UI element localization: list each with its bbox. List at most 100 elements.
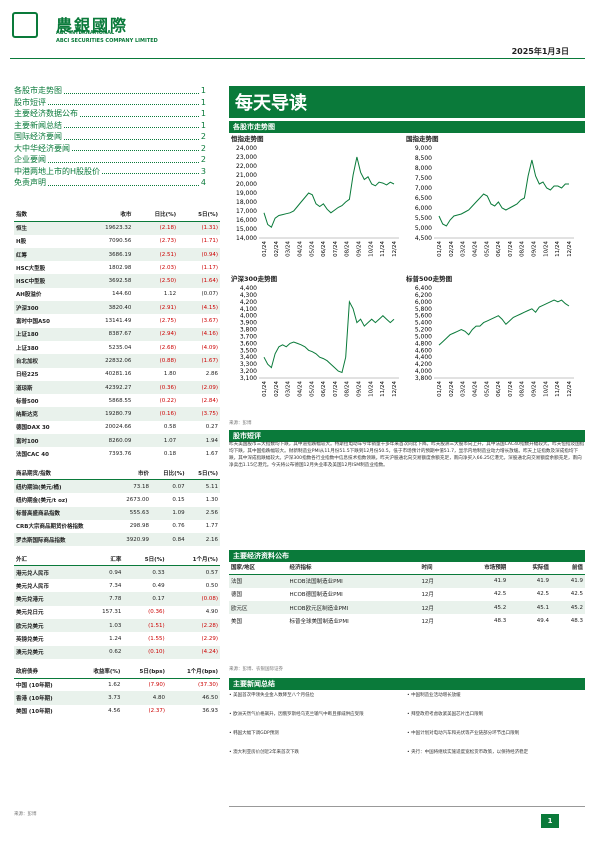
news-item: • 韩国大幅下调GDP预测 [229, 731, 279, 736]
table-row: 美国 标普全球美国制造业PMI 12月 48.3 49.4 48.3 [229, 614, 585, 627]
table-row: 法国 HCOB法国制造业PMI 12月 41.9 41.9 41.9 [229, 574, 585, 588]
toc-item[interactable]: 主要经济数据公布 1 [14, 108, 206, 120]
table-cell: 上证380 [16, 345, 39, 352]
toc-item[interactable]: 国际经济要闻 2 [14, 131, 206, 143]
table-cell: 纽约期金(美元/t oz) [16, 497, 68, 504]
x-tick-label: 05/24 [309, 381, 315, 397]
table-header: 国家/地区 经济指标 时间 市场预期 实际值 前值 [229, 561, 585, 575]
table-cell: 4.56 [108, 708, 121, 715]
table-cell: (2.73) [159, 238, 177, 245]
table-row: HSC大型股 1802.98 (2.03) (1.17) [14, 261, 220, 274]
section-charts-title: 各股市走势图 [229, 121, 585, 133]
x-tick-label: 09/24 [357, 241, 363, 257]
y-tick-label: 3,700 [240, 333, 257, 340]
table-cell: (1.31) [201, 225, 218, 232]
table-cell: 22832.06 [105, 357, 132, 364]
table-cell: 19280.79 [105, 411, 132, 418]
x-tick-label: 05/24 [484, 241, 490, 257]
table-cell: (2.03) [159, 264, 177, 271]
table-cell: 7090.56 [108, 238, 132, 245]
market-tables: 指数 收市 日比(%) 5日(%) 恒生 19623.32 (2.18) (1.31) H股 70… [14, 208, 220, 724]
table-row: H股 7090.56 (2.73) (1.71) [14, 235, 220, 248]
table-cell: (1.71) [201, 238, 218, 245]
econ-data-table: 国家/地区 经济指标 时间 市场预期 实际值 前值 法国 HCOB法国制造业PMI 12月 41.… [229, 561, 585, 627]
table-cell: 41.9 [570, 578, 583, 585]
table-cell: 美元兑港元 [16, 596, 44, 603]
toc-label: 主要经济数据公布 [14, 109, 78, 118]
header-cell: 市价 [138, 471, 150, 478]
table-cell: (0.08) [201, 595, 218, 602]
series-line [438, 159, 569, 227]
table-cell: (3.75) [201, 411, 218, 418]
header-divider [10, 58, 585, 59]
toc-item[interactable]: 大中华经济要闻 2 [14, 143, 206, 155]
table-row: 道琼斯 42392.27 (0.36) (2.09) [14, 380, 220, 395]
table-cell: (2.37) [148, 708, 166, 715]
toc-item[interactable]: 主要新闻总结 1 [14, 120, 206, 132]
x-tick-label: 01/24 [437, 241, 443, 257]
toc-page: 1 [200, 109, 206, 118]
y-tick-label: 3,500 [240, 347, 257, 354]
table-cell: 1.09 [172, 510, 185, 517]
chart-panel: 国指走势图 9,000 8,500 8,000 7,500 7,000 6,500 6,000… [404, 133, 579, 273]
header-cell: 日比(%) [163, 471, 185, 478]
header-cell: 前值 [571, 565, 583, 572]
toc-dots [64, 131, 199, 140]
x-tick-label: 12/24 [392, 381, 398, 397]
table-cell: (2.84) [201, 397, 218, 404]
toc-label: 国际经济要闻 [14, 132, 62, 141]
table-cell: 48.3 [570, 617, 583, 624]
toc-page: 2 [200, 132, 206, 141]
y-tick-label: 4,300 [240, 292, 257, 299]
x-tick-label: 06/24 [496, 241, 502, 257]
y-tick-label: 6,500 [415, 195, 432, 202]
table-row: HSC中型股 3692.58 (2.50) (1.64) [14, 274, 220, 288]
chart-title: 标普500走势图 [406, 275, 453, 283]
y-tick-label: 16,000 [236, 217, 257, 224]
table-cell: 沪深300 [16, 305, 39, 312]
toc-item[interactable]: 各股市走势图 1 [14, 85, 206, 97]
y-tick-label: 4,000 [415, 368, 432, 375]
chart-title: 沪深300走势图 [231, 275, 278, 283]
table-cell: (0.07) [201, 291, 218, 298]
x-tick-label: 10/24 [543, 381, 549, 397]
table-cell: 1.77 [205, 523, 218, 530]
toc-item[interactable]: 股市短评 1 [14, 97, 206, 109]
table-cell: 罗杰斯国际商品指数 [16, 537, 66, 544]
series-line [438, 299, 570, 346]
x-tick-label: 11/24 [555, 381, 561, 397]
table-cell: (4.09) [201, 344, 218, 351]
y-tick-label: 6,000 [415, 205, 432, 212]
y-tick-label: 4,400 [240, 285, 257, 292]
toc-item[interactable]: 免责声明 4 [14, 177, 206, 189]
table-cell: 40281.16 [105, 371, 132, 378]
table-cell: (3.67) [201, 318, 218, 325]
x-tick-label: 02/24 [449, 381, 455, 397]
toc-item[interactable]: 企业要闻 2 [14, 154, 206, 166]
table-cell: 美元兑日元 [16, 610, 44, 617]
x-tick-label: 01/24 [262, 381, 268, 397]
table-cell: 恒生 [16, 226, 28, 233]
toc-label: 各股市走势图 [14, 86, 62, 95]
y-tick-label: 5,000 [415, 225, 432, 232]
y-tick-label: 3,300 [240, 361, 257, 368]
table-cell: (2.28) [201, 622, 218, 629]
y-tick-label: 4,600 [415, 347, 432, 354]
y-tick-label: 7,500 [415, 175, 432, 182]
table-cell: (2.18) [159, 225, 177, 232]
x-tick-label: 04/24 [297, 381, 303, 397]
table-cell: (4.16) [201, 331, 218, 338]
table-row: 红筹 3686.19 (2.51) (0.94) [14, 247, 220, 262]
table-cell: (0.36) [159, 384, 177, 391]
table-cell: 41.9 [493, 578, 507, 585]
table-header: 商品期货/指数 市价 日比(%) 5日(%) [14, 467, 220, 480]
toc-item[interactable]: 中港两地上市的H股股价 3 [14, 166, 206, 178]
table-cell: HCOB法国制造业PMI [289, 579, 343, 586]
econ-source: 来源：彭博、农银国际证券 [229, 667, 283, 672]
table-cell: 12月 [421, 618, 434, 625]
x-tick-label: 01/24 [262, 241, 268, 257]
header-cell: 5日(bps) [139, 669, 166, 676]
fx-table: 外汇 汇率 5日(%) 1个月(%) 港元兑人民币 0.94 0.33 0.57 美元兑人民币 7… [14, 552, 220, 659]
table-cell: 157.31 [102, 609, 122, 616]
y-tick-label: 3,600 [240, 340, 257, 347]
